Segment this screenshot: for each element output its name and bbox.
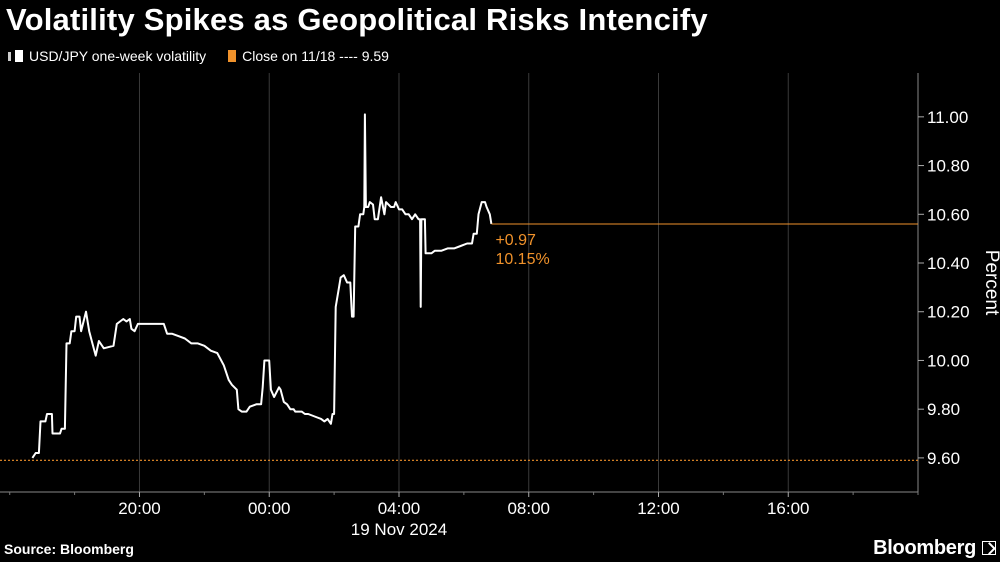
y-tick-label: 9.80 — [927, 400, 960, 419]
x-tick-label: 16:00 — [767, 499, 810, 518]
volatility-series-line — [31, 113, 493, 459]
x-tick-label: 00:00 — [248, 499, 291, 518]
legend-series-swatch — [8, 51, 11, 61]
y-tick-label: 10.00 — [927, 351, 970, 370]
x-tick-label: 04:00 — [378, 499, 421, 518]
x-tick-label: 20:00 — [118, 499, 161, 518]
y-tick-label: 10.80 — [927, 157, 970, 176]
bloomberg-mark-icon — [982, 541, 996, 555]
y-tick-label: 11.00 — [927, 108, 968, 127]
x-date-label: 19 Nov 2024 — [351, 520, 447, 539]
y-tick-label: 10.20 — [927, 303, 970, 322]
bloomberg-logo: Bloomberg — [873, 537, 976, 559]
legend-close-label: Close on 11/18 ---- 9.59 — [242, 48, 389, 64]
x-tick-label: 08:00 — [507, 499, 550, 518]
legend-series-label: USD/JPY one-week volatility — [29, 48, 207, 64]
annotation-pct: 10.15% — [495, 251, 549, 268]
y-tick-label: 9.60 — [927, 449, 960, 468]
y-axis-title: Percent — [981, 250, 1000, 316]
annotation-change: +0.97 — [495, 232, 536, 249]
legend-close-icon — [228, 50, 237, 62]
y-tick-label: 10.40 — [927, 254, 970, 273]
legend-series-icon — [15, 50, 23, 62]
source-note: Source: Bloomberg — [4, 541, 134, 557]
y-tick-label: 10.60 — [927, 205, 970, 224]
legend: USD/JPY one-week volatility Close on 11/… — [8, 48, 389, 64]
x-tick-label: 12:00 — [637, 499, 680, 518]
chart-title: Volatility Spikes as Geopolitical Risks … — [6, 2, 708, 37]
